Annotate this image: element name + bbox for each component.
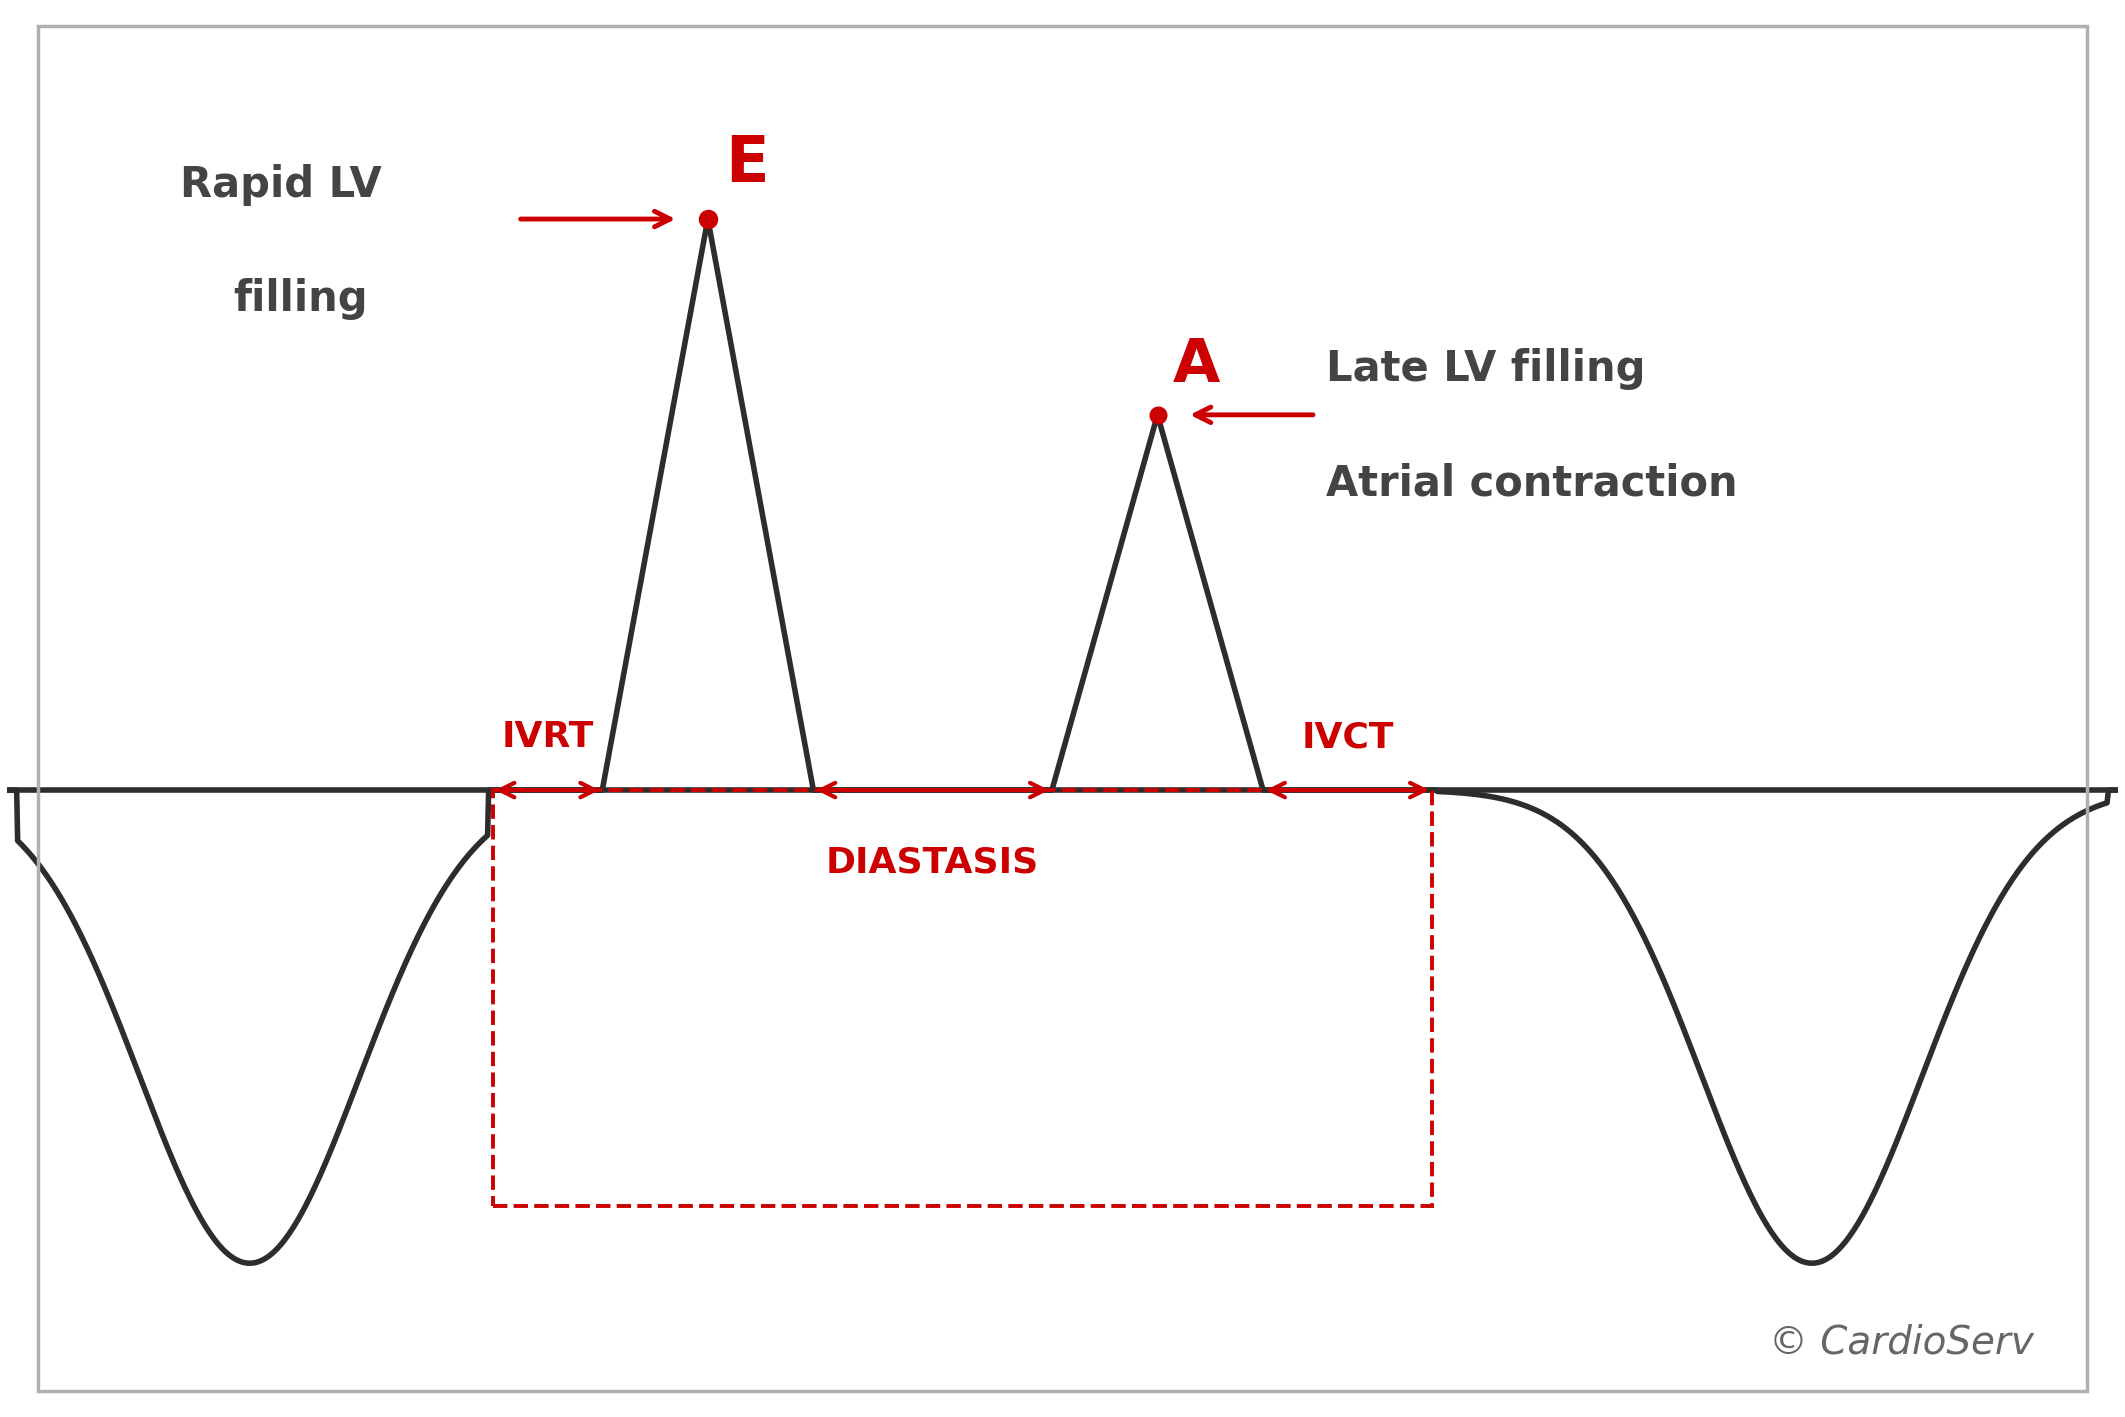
Text: IVRT: IVRT [502, 720, 593, 754]
Text: A: A [1173, 336, 1220, 395]
Text: DIASTASIS: DIASTASIS [827, 846, 1039, 880]
Text: E: E [725, 133, 769, 194]
Text: Atrial contraction: Atrial contraction [1326, 462, 1738, 504]
Text: IVCT: IVCT [1300, 720, 1394, 754]
Text: Rapid LV: Rapid LV [181, 164, 382, 205]
Text: © CardioServ: © CardioServ [1768, 1323, 2034, 1362]
Text: Late LV filling: Late LV filling [1326, 349, 1647, 390]
Bar [493, 791, 1432, 1206]
Text: filling: filling [234, 278, 368, 320]
